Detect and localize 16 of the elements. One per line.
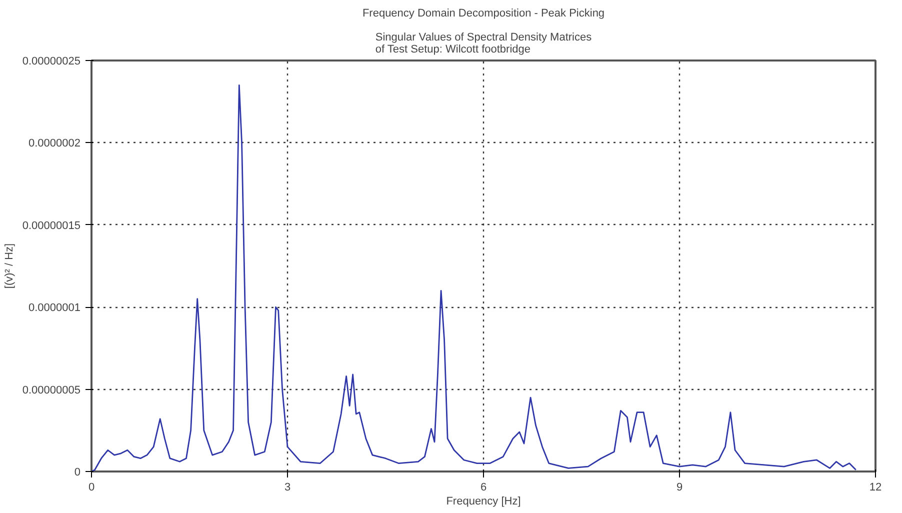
chart-subtitle: Singular Values of Spectral Density Matrices of Test Setup: Wilcott footbridge [375,32,592,56]
x-tick-label: 0 [88,482,95,494]
y-tick-label: 0.0000002 [28,138,80,150]
x-tick-label: 3 [284,482,291,494]
y-tick-label: 0.00000025 [22,56,81,68]
line-series [92,84,857,472]
y-tick-label: 0.00000015 [22,220,81,232]
y-tick-label: 0.00000005 [22,384,81,396]
x-tick-label: 9 [676,482,683,494]
x-tick-label: 12 [869,482,882,494]
x-axis-title: Frequency [Hz] [446,496,521,508]
y-axis-title: [(v)² / Hz] [3,243,16,289]
x-tick-label: 6 [480,482,487,494]
y-tick-label: 0 [74,466,81,478]
chart-title: Frequency Domain Decomposition - Peak Picking [362,8,605,20]
y-tick-label: 0.0000001 [28,302,80,314]
